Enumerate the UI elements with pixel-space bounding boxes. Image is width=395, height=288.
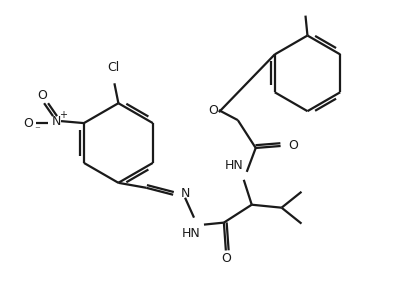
Text: O: O (23, 117, 33, 130)
Text: N: N (181, 187, 190, 200)
Text: +: + (59, 110, 67, 120)
Text: O: O (208, 104, 218, 117)
Text: N: N (51, 115, 61, 128)
Text: O: O (289, 139, 299, 152)
Text: O: O (37, 89, 47, 102)
Text: HN: HN (224, 159, 243, 172)
Text: O: O (221, 252, 231, 265)
Text: HN: HN (182, 227, 200, 240)
Text: ⁻: ⁻ (34, 125, 40, 135)
Text: Cl: Cl (107, 61, 120, 74)
